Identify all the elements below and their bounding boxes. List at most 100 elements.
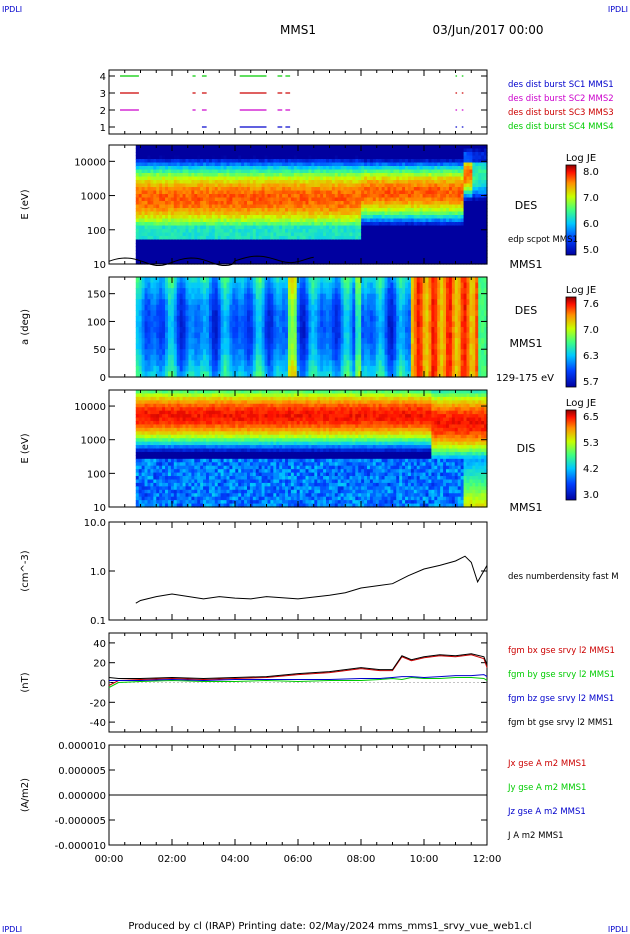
heatmap-cell: [156, 282, 160, 289]
heatmap-cell: [425, 239, 430, 244]
heatmap-cell: [144, 148, 149, 153]
heatmap-cell: [138, 354, 143, 361]
heatmap-cell: [252, 145, 257, 150]
panel-frame: [108, 69, 488, 135]
heatmap-cell: [206, 180, 210, 185]
heatmap-cell: [162, 148, 166, 153]
heatmap-cell: [185, 155, 190, 160]
heatmap-cell: [481, 246, 485, 251]
heatmap-cell: [431, 194, 435, 199]
heatmap-cell: [287, 169, 292, 174]
heatmap-cell: [232, 208, 236, 213]
heatmap-cell: [334, 218, 339, 223]
heatmap-cell: [162, 371, 166, 378]
heatmap-cell: [238, 145, 242, 150]
heatmap-cell: [422, 190, 427, 195]
heatmap-cell: [352, 260, 356, 265]
heatmap-cell: [258, 173, 263, 178]
heatmap-cell: [276, 176, 280, 181]
heatmap-cell: [188, 166, 192, 171]
heatmap-cell: [317, 201, 321, 206]
heatmap-cell: [135, 304, 140, 311]
heatmap-cell: [179, 310, 184, 317]
heatmap-cell: [232, 190, 236, 195]
heatmap-cell: [179, 253, 184, 258]
heatmap-cell: [165, 176, 169, 181]
heatmap-cell: [302, 225, 307, 230]
heatmap-cell: [320, 162, 324, 167]
heatmap-cell: [323, 257, 327, 262]
heatmap-cell: [428, 239, 432, 244]
heatmap-cell: [320, 152, 324, 157]
heatmap-cell: [472, 222, 476, 227]
heatmap-cell: [223, 293, 228, 300]
heatmap-cell: [208, 288, 213, 295]
heatmap-cell: [182, 349, 187, 356]
heatmap-cell: [141, 360, 146, 367]
heatmap-cell: [337, 145, 342, 150]
heatmap-cell: [331, 183, 336, 188]
heatmap-cell: [331, 159, 336, 164]
heatmap-cell: [416, 197, 421, 202]
heatmap-cell: [410, 232, 415, 237]
heatmap-cell: [232, 250, 236, 255]
heatmap-cell: [179, 197, 184, 202]
heatmap-cell: [150, 194, 154, 199]
heatmap-cell: [165, 187, 169, 192]
heatmap-cell: [165, 173, 169, 178]
heatmap-cell: [364, 211, 368, 216]
heatmap-cell: [422, 204, 427, 209]
heatmap-cell: [469, 173, 473, 178]
heatmap-cell: [170, 211, 175, 216]
heatmap-cell: [206, 218, 210, 223]
heatmap-cell: [405, 201, 409, 206]
heatmap-cell: [241, 215, 245, 220]
heatmap-cell: [188, 327, 192, 334]
heatmap-cell: [241, 315, 245, 323]
heatmap-cell: [244, 197, 248, 202]
heatmap-cell: [323, 166, 327, 171]
heatmap-cell: [343, 194, 348, 199]
heatmap-cell: [299, 169, 304, 174]
heatmap-cell: [191, 148, 195, 153]
heatmap-cell: [179, 222, 184, 227]
heatmap-cell: [387, 204, 392, 209]
heatmap-cell: [481, 232, 485, 237]
heatmap-cell: [443, 243, 447, 248]
heatmap-cell: [437, 239, 441, 244]
heatmap-cell: [311, 187, 315, 192]
heatmap-cell: [188, 315, 192, 323]
heatmap-cell: [405, 229, 409, 234]
heatmap-cell: [475, 250, 479, 255]
heatmap-cell: [206, 365, 210, 373]
heatmap-cell: [305, 162, 310, 167]
heatmap-cell: [361, 243, 365, 248]
heatmap-cell: [247, 229, 251, 234]
heatmap-cell: [407, 236, 412, 241]
heatmap-cell: [144, 288, 149, 295]
heatmap-cell: [135, 162, 140, 167]
heatmap-cell: [185, 327, 190, 334]
heatmap-cell: [425, 215, 430, 220]
heatmap-cell: [244, 155, 248, 160]
heatmap-cell: [293, 218, 298, 223]
heatmap-cell: [340, 176, 345, 181]
heatmap-cell: [454, 197, 459, 202]
heatmap-cell: [375, 201, 380, 206]
heatmap-cell: [238, 204, 242, 209]
heatmap-cell: [326, 197, 330, 202]
heatmap-cell: [223, 232, 228, 237]
heatmap-cell: [235, 239, 239, 244]
heatmap-cell: [258, 208, 263, 213]
heatmap-cell: [402, 246, 406, 251]
heatmap-cell: [311, 155, 315, 160]
heatmap-cell: [466, 260, 471, 265]
heatmap-cell: [469, 155, 473, 160]
heatmap-cell: [208, 201, 213, 206]
heatmap-cell: [440, 260, 444, 265]
heatmap-cell: [437, 257, 441, 262]
heatmap-cell: [176, 282, 181, 289]
heatmap-cell: [361, 152, 365, 157]
heatmap-cell: [387, 197, 392, 202]
heatmap-cell: [173, 293, 178, 300]
